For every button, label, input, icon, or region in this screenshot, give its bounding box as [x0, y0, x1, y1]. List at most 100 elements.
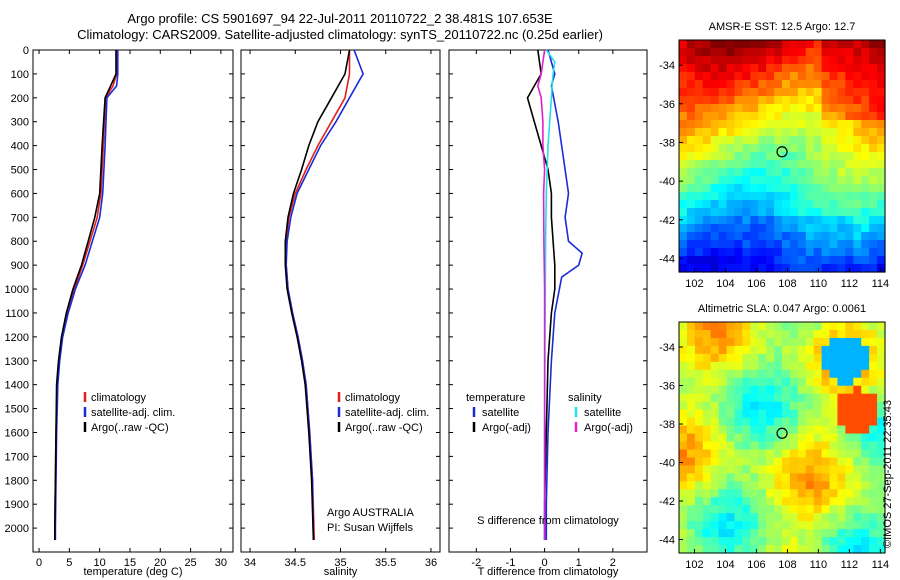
sla-map-cell — [750, 393, 759, 403]
sla-map-cell — [869, 465, 878, 474]
sla-map-cell — [861, 545, 870, 554]
sla-map-cell — [694, 337, 704, 347]
sla-map-cell — [726, 425, 736, 435]
sla-map-cell — [750, 537, 759, 546]
sla-map-cell — [694, 441, 704, 451]
difference-profile-series-temperature-argo-adj — [526, 49, 556, 540]
sla-map-cell — [774, 537, 783, 546]
sla-map-cell — [805, 473, 815, 482]
temperature-profile-legend-label: climatology — [91, 392, 147, 404]
sla-map-cell — [718, 337, 728, 347]
salinity-profile-xtick-label: 35.5 — [375, 557, 396, 569]
sst-map-cell — [805, 152, 815, 161]
sla-map-cell — [758, 473, 767, 482]
sla-map-cell — [702, 505, 712, 514]
sla-map-cell — [805, 361, 815, 371]
sla-map-cell — [726, 361, 736, 371]
sla-map-cell — [679, 385, 688, 395]
sst-map-cell — [797, 200, 807, 209]
sla-map-cell — [829, 401, 839, 411]
sst-map-cell — [726, 216, 736, 225]
sst-map-cell — [829, 104, 839, 113]
sst-map-cell — [797, 144, 807, 153]
sla-map-cell — [718, 393, 728, 403]
sla-map-cell — [789, 329, 799, 339]
sla-map-cell — [734, 401, 743, 411]
sla-map-cell — [813, 433, 823, 443]
sst-map-cell — [750, 120, 759, 129]
sst-map-cell — [797, 104, 807, 113]
sst-map-cell — [829, 256, 839, 265]
sst-map-cell — [877, 48, 886, 57]
sst-map-cell — [829, 216, 839, 225]
sla-map-cell — [845, 465, 854, 474]
sla-map-cell — [774, 353, 783, 363]
sst-map-cell — [758, 240, 767, 249]
sst-map-cell — [869, 248, 878, 257]
sla-map-cell — [726, 449, 736, 459]
sst-map-cell — [702, 216, 712, 225]
sst-map-cell — [686, 216, 696, 225]
sla-map-cell — [702, 497, 712, 506]
sst-map-cell — [718, 160, 728, 169]
sst-map-cell — [829, 160, 839, 169]
sla-map-cell — [845, 513, 854, 522]
sst-map-cell — [805, 192, 815, 201]
sst-map-cell — [813, 224, 823, 233]
sla-map-cell — [686, 409, 696, 419]
sst-map-cell — [805, 176, 815, 185]
sst-map-cell — [710, 224, 720, 233]
sst-map-cell — [782, 264, 791, 273]
sla-map-cell — [742, 489, 751, 498]
sla-map-cell — [797, 353, 807, 363]
sst-map-cell — [869, 240, 878, 249]
sst-map-cell — [789, 208, 799, 217]
sst-map-cell — [718, 56, 728, 65]
sst-map-cell — [861, 248, 870, 257]
sla-map-cell — [742, 481, 751, 490]
sst-map-cell — [766, 48, 775, 57]
sst-map-cell — [734, 224, 743, 233]
sst-map-cell — [805, 216, 815, 225]
sla-map-cell — [718, 353, 728, 363]
sst-map-cell — [845, 176, 854, 185]
sla-map-cell — [853, 489, 862, 498]
sla-map-cell — [750, 353, 759, 363]
sst-map-cell — [782, 64, 791, 73]
sla-map-cell — [869, 329, 878, 339]
sla-map-cell — [829, 449, 839, 459]
sst-map-cell — [861, 56, 870, 65]
sla-map-cell — [726, 473, 736, 482]
sst-map-cell — [742, 216, 751, 225]
sst-map-cell — [702, 240, 712, 249]
sst-map-cell — [877, 232, 886, 241]
sst-map-cell — [726, 168, 736, 177]
sla-map-cell — [694, 393, 704, 403]
sla-map-cell — [686, 529, 696, 538]
sla-map-cell — [861, 377, 870, 387]
sla-map-cell — [861, 537, 870, 546]
sla-map-cell — [869, 521, 878, 530]
sst-map-cell — [679, 48, 688, 57]
sst-map-cell — [837, 136, 846, 145]
sla-map-cell — [877, 497, 886, 506]
sla-map-cell — [758, 345, 767, 355]
sst-map-cell — [702, 96, 712, 105]
sla-map-cell — [734, 545, 743, 554]
sst-map-cell — [861, 88, 870, 97]
sla-map-cell — [877, 345, 886, 355]
sla-map-cell — [750, 521, 759, 530]
sla-map-cell — [718, 465, 728, 474]
sst-map-cell — [718, 240, 728, 249]
sst-map-cell — [679, 208, 688, 217]
sla-map-cell — [774, 529, 783, 538]
sla-map-cell — [829, 465, 839, 474]
sst-map-cell — [702, 176, 712, 185]
sla-map-cell — [734, 505, 743, 514]
sst-map-cell — [813, 192, 823, 201]
sst-map-cell — [710, 128, 720, 137]
sst-map-cell — [750, 216, 759, 225]
sst-map-cell — [821, 208, 831, 217]
sst-map-cell — [758, 248, 767, 257]
sla-map-cell — [679, 353, 688, 363]
